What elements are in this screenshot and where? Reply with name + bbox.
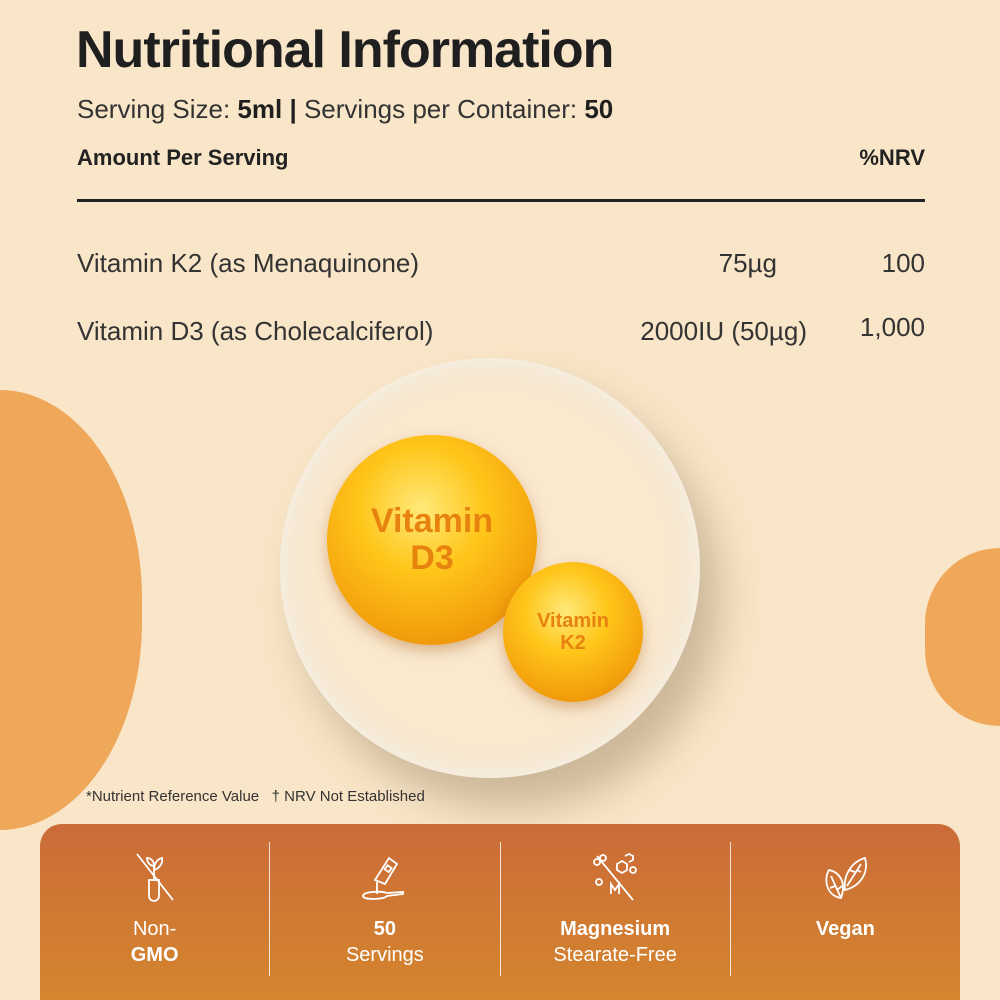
feature-line1: 50: [373, 918, 396, 940]
nutrient-amount: 2000IU (50µg): [640, 316, 807, 346]
d3-label-2: D3: [410, 539, 454, 577]
amount-header: Amount Per Serving: [77, 145, 289, 170]
decor-circle-left: [0, 390, 142, 830]
page-title: Nutritional Information: [76, 21, 614, 79]
features-band: Non- GMO 50 Servings Magnesium Stearate-…: [40, 824, 960, 1000]
serving-info: Serving Size: 5ml | Servings per Contain…: [77, 94, 613, 125]
servings-per: 50: [584, 94, 614, 124]
leaves-icon: [825, 856, 868, 899]
footnote: *Nutrient Reference Value † NRV Not Esta…: [86, 788, 425, 805]
non-gmo-icon: [135, 853, 174, 902]
vitamin-d3-ball: Vitamin D3: [327, 435, 537, 645]
divider: [77, 199, 925, 202]
feature-line1: Magnesium: [560, 918, 671, 940]
decor-circle-right: [925, 548, 1000, 726]
servings-per-label: Servings per Container:: [303, 94, 585, 124]
table-row: Vitamin D3 (as Cholecalciferol) 2000IU (…: [77, 312, 925, 350]
magnesium-free-icon: [593, 852, 638, 901]
bottle-spoon-icon: [361, 856, 404, 900]
feature-line1: Non-: [132, 918, 177, 940]
feature-line1: Vegan: [815, 918, 875, 940]
feature-vegan: Vegan: [731, 842, 960, 976]
serving-size-label: Serving Size:: [77, 94, 238, 124]
feature-line2: Servings: [345, 944, 424, 966]
serving-size: 5ml: [237, 94, 283, 124]
feature-line2: Stearate-Free: [553, 944, 677, 966]
feature-non-gmo: Non- GMO: [40, 842, 271, 976]
feature-servings: 50 Servings: [270, 842, 501, 976]
nutrient-nrv: 100: [881, 248, 925, 278]
footnote-not-established: † NRV Not Established: [271, 788, 425, 805]
feature-magnesium-free: Magnesium Stearate-Free: [501, 842, 731, 976]
nrv-header: %NRV: [859, 145, 925, 170]
feature-line2: GMO: [130, 944, 179, 966]
k2-label-1: Vitamin: [537, 610, 609, 632]
d3-label-1: Vitamin: [370, 501, 494, 540]
nutrient-name: Vitamin K2 (as Menaquinone): [77, 248, 420, 278]
nutrient-nrv: 1,000: [859, 312, 925, 342]
nutrient-amount: 75µg: [718, 248, 777, 278]
nutrient-name: Vitamin D3 (as Cholecalciferol): [77, 316, 434, 346]
table-row: Vitamin K2 (as Menaquinone) 75µg 100: [77, 248, 925, 282]
vitamin-k2-ball: Vitamin K2: [503, 562, 643, 702]
k2-label-2: K2: [560, 632, 586, 654]
separator: |: [282, 94, 304, 124]
footnote-nrv: *Nutrient Reference Value: [86, 788, 260, 805]
